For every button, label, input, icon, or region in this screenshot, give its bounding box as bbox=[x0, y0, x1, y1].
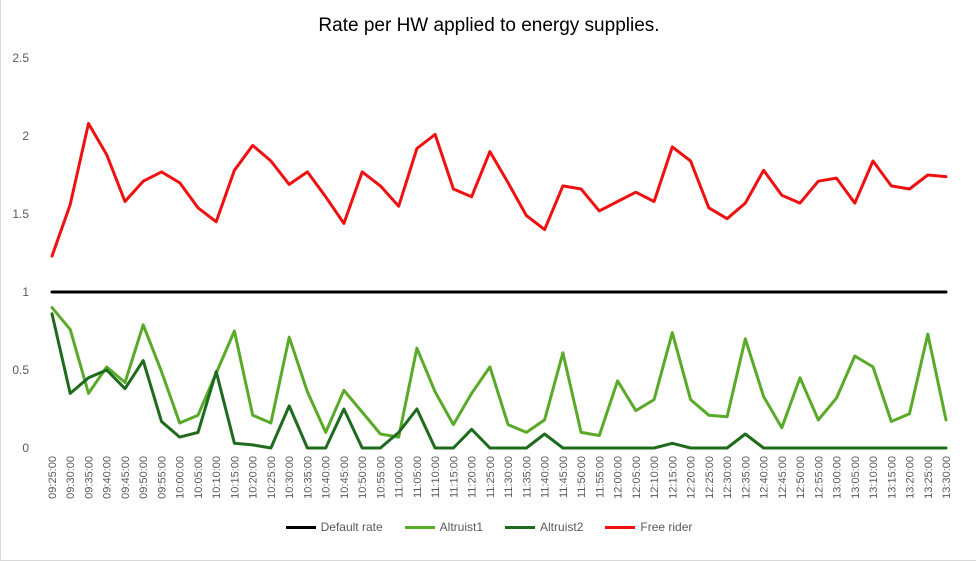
x-tick-label: 09:35:00 bbox=[83, 456, 95, 499]
legend-item: Altruist1 bbox=[404, 520, 484, 534]
legend-label: Default rate bbox=[320, 520, 383, 534]
x-tick-label: 10:45:00 bbox=[339, 456, 351, 499]
x-tick-label: 13:30:00 bbox=[941, 456, 953, 499]
x-tick-label: 12:50:00 bbox=[795, 456, 807, 499]
x-tick-label: 10:40:00 bbox=[321, 456, 333, 499]
legend-swatch bbox=[605, 525, 636, 529]
y-tick-label: 1 bbox=[22, 285, 29, 299]
legend-label: Free rider bbox=[640, 520, 693, 534]
chart-title: Rate per HW applied to energy supplies. bbox=[318, 15, 660, 36]
x-tick-label: 12:30:00 bbox=[722, 456, 734, 499]
x-tick-label: 11:15:00 bbox=[448, 456, 460, 498]
y-tick-label: 0 bbox=[22, 441, 29, 455]
x-tick-label: 12:05:00 bbox=[631, 456, 643, 499]
y-tick-label: 1.5 bbox=[12, 207, 29, 221]
x-tick-label: 11:20:00 bbox=[467, 456, 479, 498]
line-chart: 0 0.5 1 1.5 2 2.5 09:25:00 09:30:00 09:35:00 09:4… bbox=[12, 51, 953, 499]
legend-swatch bbox=[285, 525, 316, 529]
y-tick-label: 2 bbox=[22, 129, 29, 143]
series-line-altruist1 bbox=[50, 306, 948, 439]
legend-label: Altruist1 bbox=[439, 520, 484, 534]
legend-item: Default rate bbox=[285, 520, 383, 534]
x-tick-label: 10:05:00 bbox=[193, 456, 205, 499]
x-tick-label: 12:20:00 bbox=[686, 456, 698, 499]
series-line-altruist2 bbox=[50, 312, 948, 450]
x-tick-label: 10:35:00 bbox=[302, 456, 314, 499]
x-tick-label: 09:40:00 bbox=[102, 456, 114, 499]
x-tick-label: 12:35:00 bbox=[740, 456, 752, 499]
y-tick-label: 0.5 bbox=[12, 363, 29, 377]
legend-swatch bbox=[505, 525, 536, 529]
x-tick-label: 13:20:00 bbox=[905, 456, 917, 499]
x-tick-label: 10:15:00 bbox=[229, 456, 241, 499]
x-tick-label: 09:25:00 bbox=[47, 456, 59, 499]
x-tick-label: 13:05:00 bbox=[850, 456, 862, 499]
x-tick-label: 12:15:00 bbox=[667, 456, 679, 499]
x-tick-label: 11:35:00 bbox=[521, 456, 533, 498]
x-tick-label: 11:30:00 bbox=[503, 456, 515, 498]
x-tick-label: 10:25:00 bbox=[266, 456, 278, 499]
legend-swatch bbox=[404, 525, 435, 529]
x-tick-label: 13:15:00 bbox=[886, 456, 898, 499]
x-tick-label: 13:25:00 bbox=[923, 456, 935, 499]
legend: Default rate Altruist1 Altruist2 Free rider bbox=[1, 520, 976, 534]
x-tick-label: 09:30:00 bbox=[65, 456, 77, 499]
x-tick-label: 10:10:00 bbox=[211, 456, 223, 499]
x-tick-label: 13:00:00 bbox=[832, 456, 844, 499]
x-tick-label: 10:00:00 bbox=[175, 456, 187, 499]
x-tick-label: 10:20:00 bbox=[248, 456, 260, 499]
x-tick-label: 11:05:00 bbox=[412, 456, 424, 498]
x-tick-label: 11:10:00 bbox=[430, 456, 442, 498]
legend-item: Altruist2 bbox=[505, 520, 583, 534]
x-tick-label: 09:55:00 bbox=[156, 456, 168, 499]
x-tick-label: 12:10:00 bbox=[649, 456, 661, 499]
series-line-free-rider bbox=[50, 122, 948, 258]
x-tick-label: 11:50:00 bbox=[576, 456, 588, 498]
x-tick-label: 12:55:00 bbox=[813, 456, 825, 499]
x-tick-label: 12:00:00 bbox=[613, 456, 625, 499]
x-tick-label: 10:30:00 bbox=[284, 456, 296, 499]
legend-item: Free rider bbox=[605, 520, 692, 534]
x-tick-label: 12:40:00 bbox=[759, 456, 771, 499]
x-tick-label: 09:50:00 bbox=[138, 456, 150, 499]
x-tick-label: 10:55:00 bbox=[375, 456, 387, 499]
x-tick-label: 11:00:00 bbox=[394, 456, 406, 498]
x-tick-label: 10:50:00 bbox=[357, 456, 369, 499]
x-tick-label: 12:25:00 bbox=[704, 456, 716, 499]
x-tick-label: 11:45:00 bbox=[558, 456, 570, 498]
y-tick-label: 2.5 bbox=[12, 51, 29, 65]
x-tick-label: 13:10:00 bbox=[868, 456, 880, 499]
x-tick-label: 11:55:00 bbox=[594, 456, 606, 498]
x-tick-label: 11:25:00 bbox=[485, 456, 497, 498]
legend-label: Altruist2 bbox=[540, 520, 584, 534]
x-tick-label: 12:45:00 bbox=[777, 456, 789, 499]
x-tick-label: 11:40:00 bbox=[540, 456, 552, 498]
x-tick-label: 09:45:00 bbox=[120, 456, 132, 499]
